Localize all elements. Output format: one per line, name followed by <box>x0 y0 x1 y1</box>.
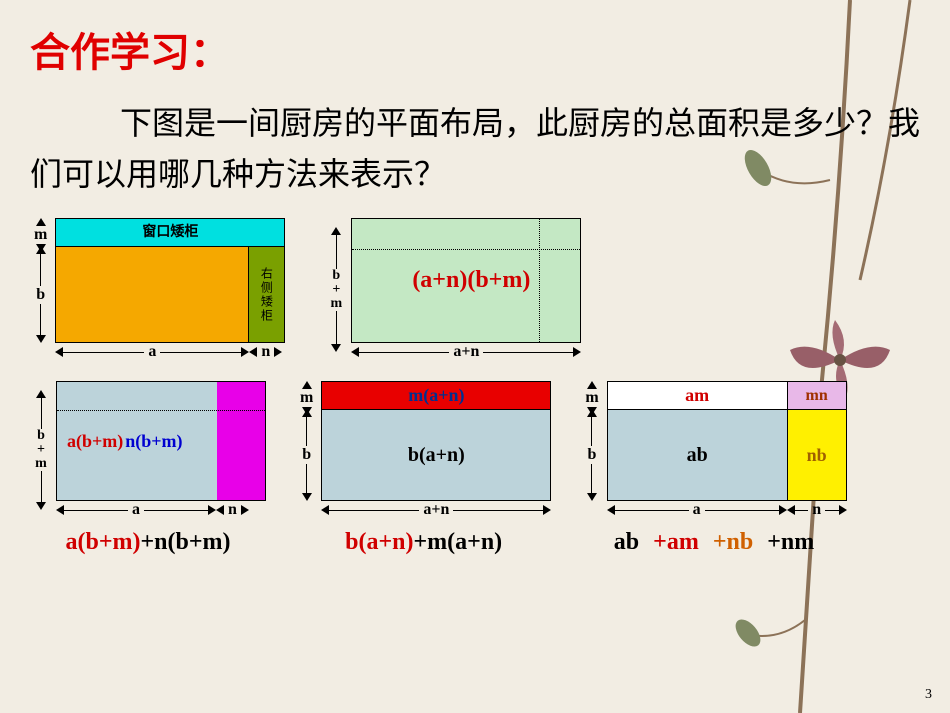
d1-side-cabinet: 右侧矮柜 <box>248 247 284 342</box>
d3-formula-1: a(b+m) <box>65 529 140 555</box>
d5-cell-am: am <box>608 382 788 409</box>
d4-top-area: m(a+n) <box>322 382 550 410</box>
d1-main-area <box>56 247 248 342</box>
diagram-5: m b am mn <box>581 381 846 556</box>
d1-window-cabinet: 窗口矮柜 <box>56 219 284 247</box>
d3-dim-a: a <box>128 501 144 519</box>
page-number: 3 <box>925 687 932 703</box>
d1-dim-m: m <box>30 226 51 244</box>
d5-formula: ab +am +nb +nm <box>614 529 814 556</box>
page-title: 合作学习： <box>30 20 920 78</box>
d5-f-nm: +nm <box>767 529 814 555</box>
d5-cell-ab: ab <box>608 410 788 500</box>
diagram-2: b+m (a+n)(b+m) a+n <box>325 218 581 361</box>
diagram-3: b+m a(b+m) n(b+m) <box>30 381 266 556</box>
d1-dim-b: b <box>32 286 49 304</box>
d5-cell-mn: mn <box>788 382 846 409</box>
d1-dim-n: n <box>257 343 274 361</box>
d3-dim-n: n <box>224 501 241 519</box>
d2-dotted-h <box>352 249 580 250</box>
d5-f-ab: ab <box>614 529 639 555</box>
d4-bot-area: b(a+n) <box>322 410 550 500</box>
d5-dim-a: a <box>689 501 705 519</box>
d4-formula: b(a+n)+m(a+n) <box>345 529 502 556</box>
d5-dim-n: n <box>808 501 825 519</box>
d2-expression: (a+n)(b+m) <box>412 267 530 294</box>
description-text: 下图是一间厨房的平面布局，此厨房的总面积是多少？我们可以用哪几种方法来表示？ <box>30 105 920 192</box>
d3-formula-2: +n(b+m) <box>140 529 230 555</box>
d2-dim-v: b+m <box>326 269 346 311</box>
d3-expr-n: n(b+m) <box>125 431 182 452</box>
d5-f-nb: +nb <box>713 529 753 555</box>
d2-dotted-v <box>539 219 540 342</box>
d4-dim-b: b <box>298 446 315 464</box>
diagram-4: m b m(a+n) b(a+n) <box>296 381 551 556</box>
d1-dim-a: a <box>144 343 160 361</box>
d5-cell-nb: nb <box>788 410 846 500</box>
diagram-1: m b 窗口矮柜 右侧矮柜 <box>30 218 285 361</box>
d5-dim-m: m <box>581 389 602 407</box>
d4-dim-h: a+n <box>419 501 453 519</box>
d5-dim-b: b <box>584 446 601 464</box>
d3-expr-a: a(b+m) <box>67 431 123 452</box>
d4-dim-m: m <box>296 389 317 407</box>
d3-formula: a(b+m)+n(b+m) <box>65 529 230 556</box>
d4-formula-1: b(a+n) <box>345 529 413 555</box>
d5-f-am: +am <box>653 529 699 555</box>
d3-dim-v: b+m <box>31 429 51 471</box>
d2-dim-h: a+n <box>449 343 483 361</box>
d4-formula-2: +m(a+n) <box>414 529 503 555</box>
description: 下图是一间厨房的平面布局，此厨房的总面积是多少？我们可以用哪几种方法来表示？ <box>30 98 920 200</box>
